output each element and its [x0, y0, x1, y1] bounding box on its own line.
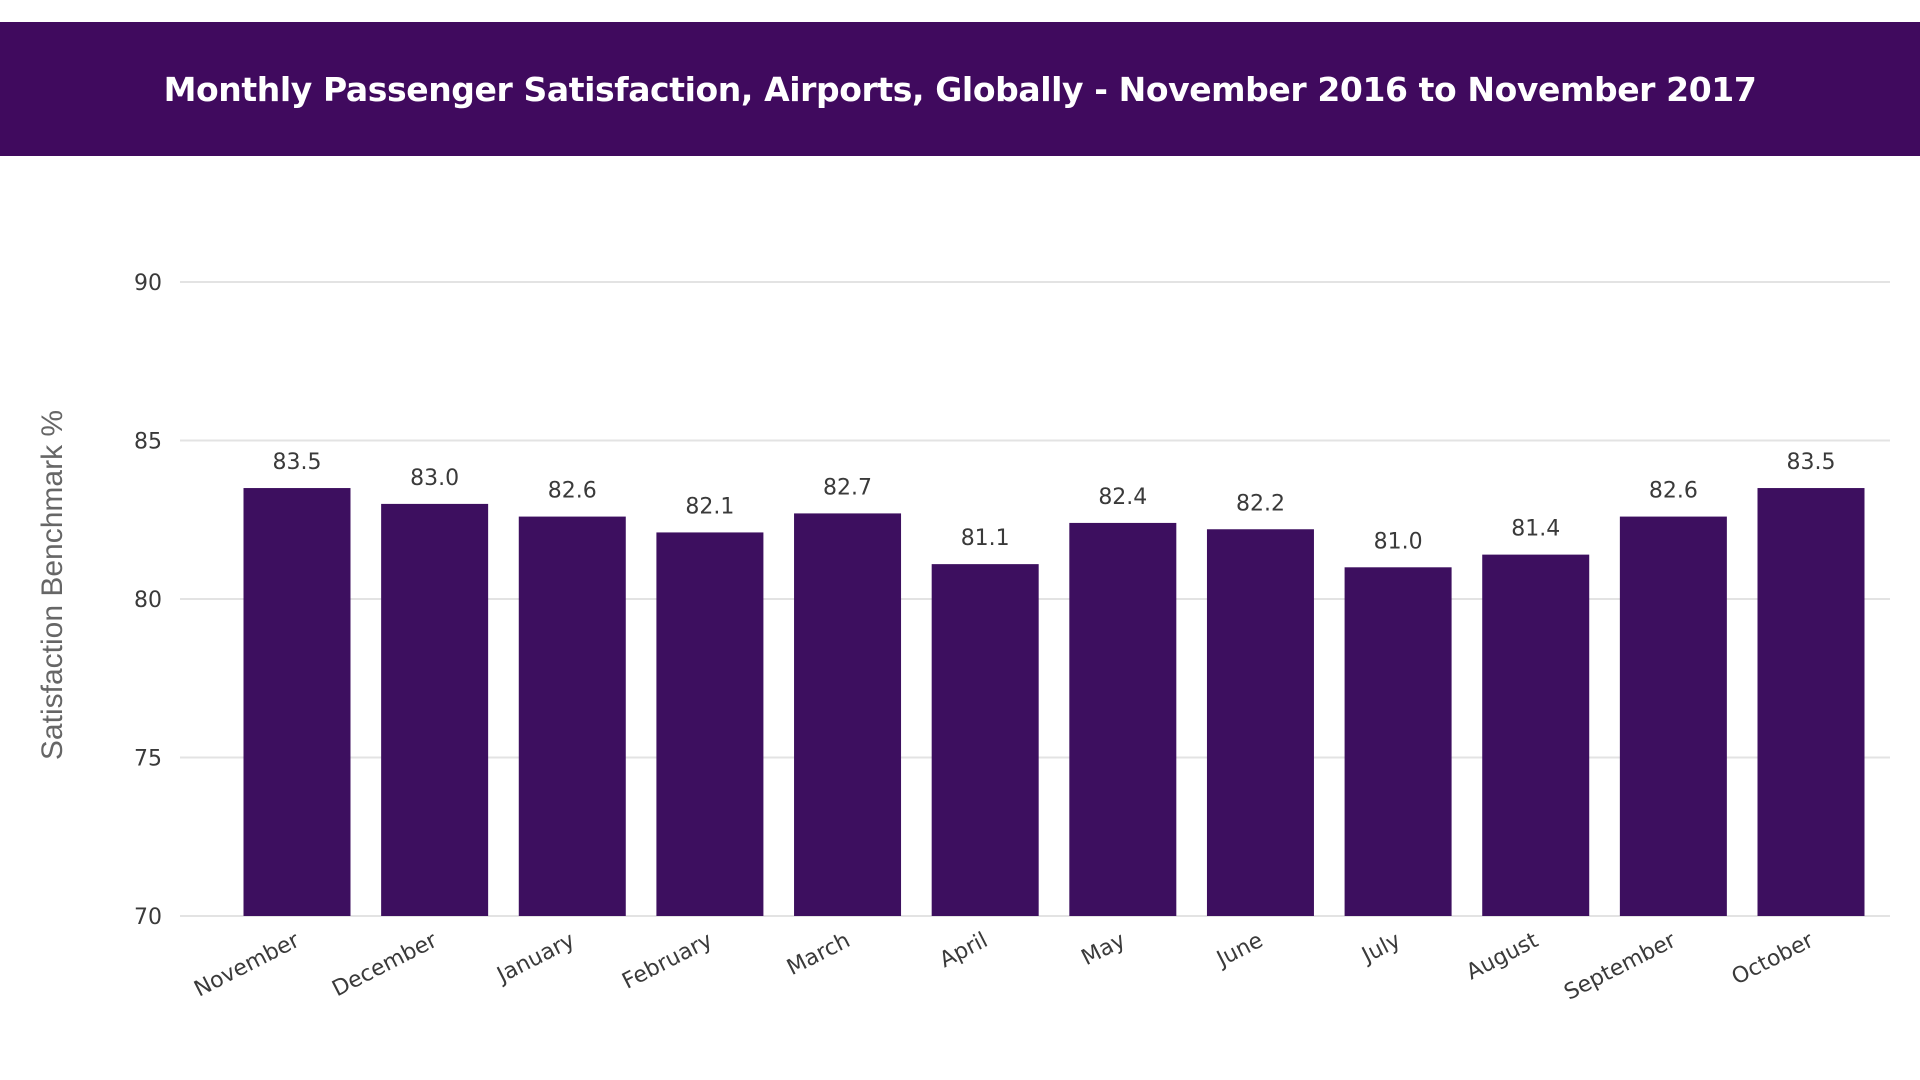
- data-label: 83.5: [1787, 450, 1836, 475]
- bar: [1619, 516, 1727, 916]
- y-tick-label: 85: [134, 430, 162, 455]
- data-label: 83.0: [410, 466, 459, 491]
- data-label: 81.4: [1511, 517, 1560, 542]
- x-tick-label: February: [618, 928, 716, 995]
- x-tick-label: May: [1078, 928, 1130, 971]
- x-axis-ticks: November December January February March Apri…: [190, 928, 1818, 1006]
- x-tick-label: October: [1728, 928, 1819, 991]
- data-label: 81.1: [961, 526, 1010, 551]
- x-tick-label: August: [1462, 928, 1542, 985]
- data-labels: 83.5 83.0 82.6 82.1 82.7 81.1 82.4 82.2 81.0 81.4…: [273, 450, 1836, 554]
- bar: [1206, 529, 1314, 916]
- data-label: 82.6: [1649, 479, 1698, 504]
- bar: [1482, 554, 1590, 916]
- y-axis-ticks: 70 75 80 85 90: [134, 271, 162, 930]
- bars: [243, 488, 1865, 916]
- x-tick-label: April: [936, 928, 992, 973]
- bar: [1344, 567, 1452, 916]
- x-tick-label: March: [783, 928, 854, 981]
- data-label: 81.0: [1374, 529, 1423, 554]
- chart-title: Monthly Passenger Satisfaction, Airports…: [163, 69, 1757, 109]
- x-tick-label: January: [492, 928, 579, 989]
- data-label: 82.2: [1236, 491, 1285, 516]
- data-label: 82.1: [685, 494, 734, 519]
- data-label: 83.5: [273, 450, 322, 475]
- bar: [243, 488, 351, 916]
- bar: [931, 564, 1039, 916]
- y-tick-label: 90: [134, 271, 162, 296]
- bar: [656, 532, 764, 916]
- x-tick-label: November: [190, 928, 304, 1003]
- y-tick-label: 70: [134, 905, 162, 930]
- bar: [518, 516, 626, 916]
- bar: [1757, 488, 1865, 916]
- bar: [794, 513, 902, 916]
- data-label: 82.6: [548, 479, 597, 504]
- x-tick-label: June: [1211, 928, 1267, 973]
- y-axis-title: Satisfaction Benchmark %: [36, 410, 69, 760]
- data-label: 82.7: [823, 475, 872, 500]
- title-banner: Monthly Passenger Satisfaction, Airports…: [0, 22, 1920, 156]
- x-tick-label: September: [1560, 928, 1681, 1006]
- x-tick-label: December: [328, 928, 442, 1003]
- bar: [1069, 522, 1177, 916]
- x-tick-label: July: [1356, 928, 1404, 969]
- y-tick-label: 75: [134, 747, 162, 772]
- y-tick-label: 80: [134, 588, 162, 613]
- bar: [381, 503, 489, 916]
- data-label: 82.4: [1098, 485, 1147, 510]
